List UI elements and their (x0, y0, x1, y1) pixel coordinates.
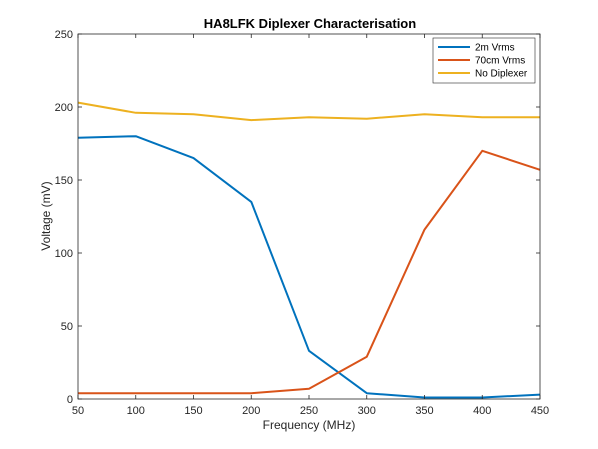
y-tick-label: 50 (61, 321, 73, 333)
series-line-2 (78, 149, 541, 395)
x-axis-label: Frequency (MHz) (263, 418, 356, 432)
y-tick-label: 150 (55, 175, 73, 187)
x-tick-label: 50 (72, 405, 84, 417)
legend-label-2: 70cm Vrms (475, 56, 525, 67)
y-tick-label: 200 (55, 102, 73, 114)
x-tick-label: 400 (473, 405, 491, 417)
x-tick-label: 300 (358, 405, 376, 417)
series-layer (77, 101, 541, 399)
series-line-3 (77, 101, 540, 122)
x-tick-label: 100 (127, 405, 145, 417)
y-tick-label: 100 (55, 248, 73, 260)
legend: 2m Vrms 70cm Vrms No Diplexer (432, 37, 536, 84)
x-tick-label: 450 (531, 405, 549, 417)
legend-label-3: No Diplexer (475, 69, 528, 80)
chart-title: HA8LFK Diplexer Characterisation (204, 16, 416, 31)
plot-area (78, 34, 540, 399)
x-tick-label: 150 (184, 405, 202, 417)
y-tick-label: 250 (55, 29, 73, 41)
y-axis-label: Voltage (mV) (39, 181, 53, 250)
y-tick-label: 0 (67, 394, 73, 406)
legend-label-1: 2m Vrms (475, 43, 515, 54)
x-tick-label: 200 (242, 405, 260, 417)
series-line-1 (77, 135, 541, 399)
x-tick-label: 250 (300, 405, 318, 417)
x-tick-label: 350 (415, 405, 433, 417)
ticks-layer: 50 100 150 200 250 300 350 400 45005010015020025… (55, 29, 550, 417)
